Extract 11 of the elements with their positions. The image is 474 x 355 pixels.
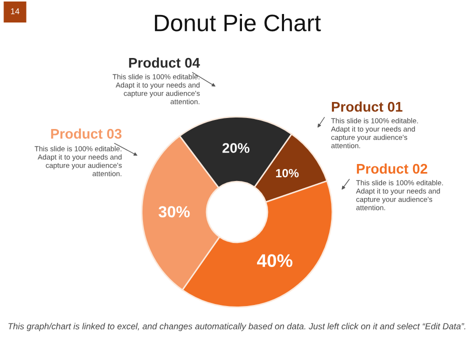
chart-title: Donut Pie Chart [154, 14, 321, 32]
data-label: 10% [276, 168, 299, 178]
data-label: 40% [257, 254, 292, 268]
text: 14 [11, 8, 20, 14]
slice-label: Product 04 [129, 58, 200, 68]
data-label: 20% [222, 143, 250, 153]
slice-label: Product 01 [332, 102, 402, 112]
slice-label: Product 03 [51, 128, 122, 139]
slice-label: Product 02 [356, 164, 428, 174]
data-label: 30% [158, 206, 190, 218]
text: This graph/chart is linked to excel, and changes automatically based on data. Just left click on it and select “Edit Data”. [8, 322, 466, 332]
